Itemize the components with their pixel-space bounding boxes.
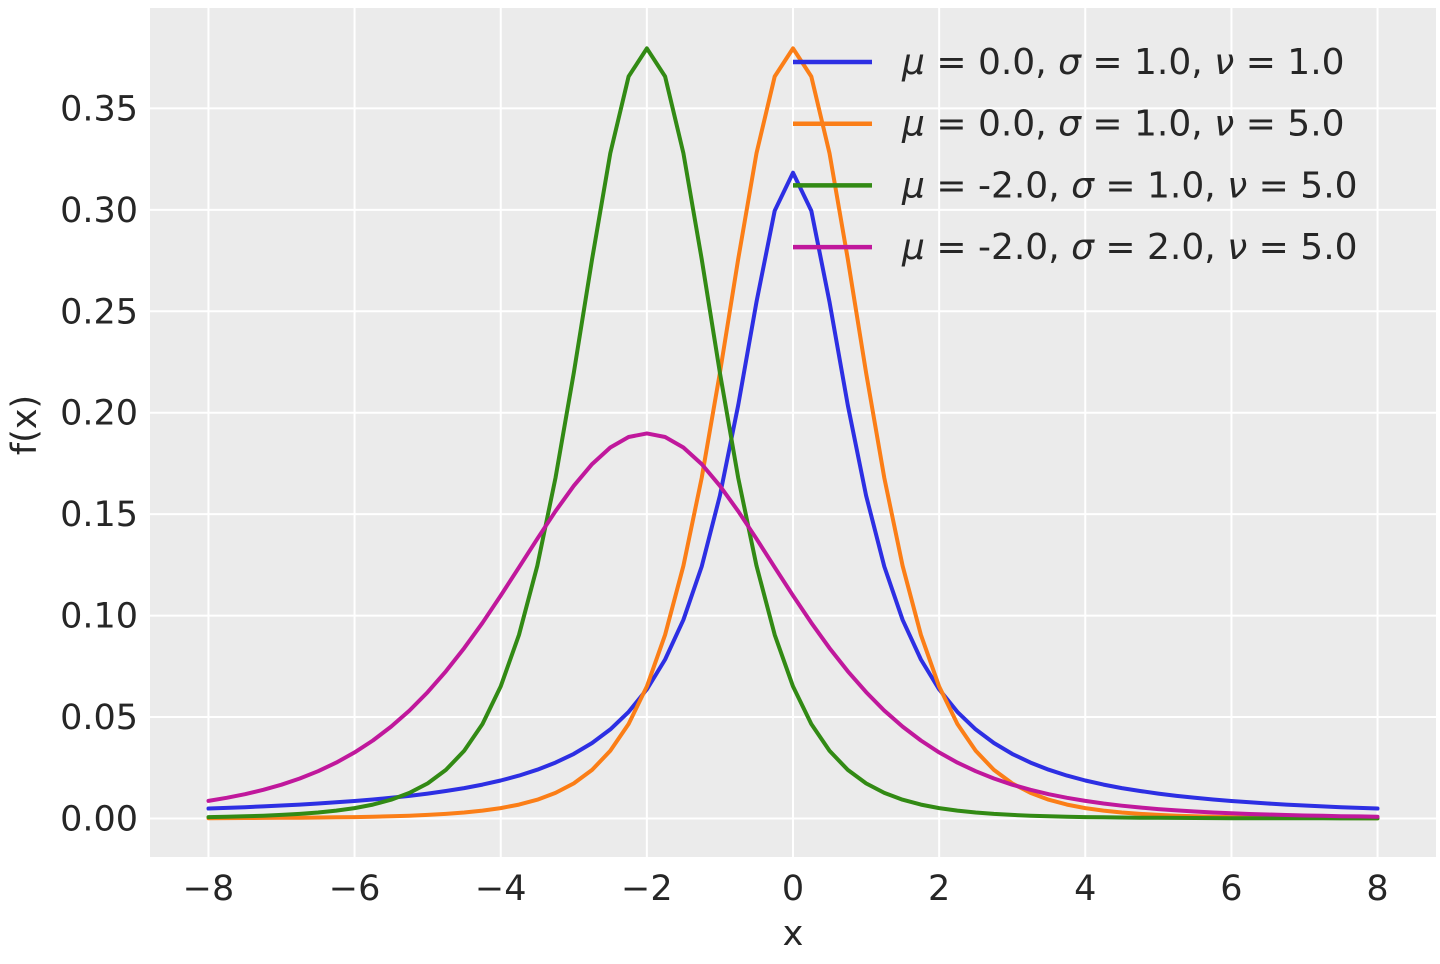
legend-label: μ = -2.0, σ = 2.0, ν = 5.0	[901, 227, 1358, 268]
series-line-4	[206, 431, 1380, 819]
y-tick-label: 0.10	[60, 597, 138, 637]
x-tick-label: −6	[329, 869, 381, 909]
x-tick-labels: −8 −6 −4 −2 0 2 4 6 8	[183, 869, 1389, 909]
y-tick-label: 0.25	[60, 292, 138, 332]
x-tick-label: −4	[475, 869, 527, 909]
series-line-2	[206, 46, 1380, 821]
legend-label: μ = 0.0, σ = 1.0, ν = 1.0	[901, 42, 1345, 83]
y-tick-label: 0.30	[60, 191, 138, 231]
y-tick-label: 0.00	[60, 799, 138, 839]
legend-label: μ = -2.0, σ = 1.0, ν = 5.0	[901, 165, 1358, 206]
legend-entry: μ = -2.0, σ = 2.0, ν = 5.0	[793, 227, 1358, 268]
y-axis-label: f(x)	[5, 395, 45, 455]
series-lines	[206, 46, 1380, 821]
series-line-3	[206, 46, 1380, 821]
y-tick-label: 0.05	[60, 698, 138, 738]
x-axis-label: x	[783, 914, 804, 954]
y-tick-label: 0.15	[60, 495, 138, 535]
x-tick-label: 4	[1074, 869, 1096, 909]
legend-entry: μ = -2.0, σ = 1.0, ν = 5.0	[793, 165, 1358, 206]
legend-label: μ = 0.0, σ = 1.0, ν = 5.0	[901, 104, 1345, 145]
y-tick-label: 0.35	[60, 89, 138, 129]
x-tick-label: −2	[621, 869, 673, 909]
x-tick-label: 0	[782, 869, 804, 909]
x-tick-label: 6	[1220, 869, 1242, 909]
legend-entry: μ = 0.0, σ = 1.0, ν = 1.0	[793, 42, 1345, 83]
x-tick-label: 2	[928, 869, 950, 909]
legend: μ = 0.0, σ = 1.0, ν = 1.0 μ = 0.0, σ = 1.…	[793, 42, 1358, 268]
legend-entry: μ = 0.0, σ = 1.0, ν = 5.0	[793, 104, 1345, 145]
x-tick-label: 8	[1366, 869, 1388, 909]
x-tick-label: −8	[183, 869, 235, 909]
y-tick-labels: 0.00 0.05 0.10 0.15 0.20 0.25 0.30 0.35	[60, 89, 138, 839]
y-tick-label: 0.20	[60, 394, 138, 434]
